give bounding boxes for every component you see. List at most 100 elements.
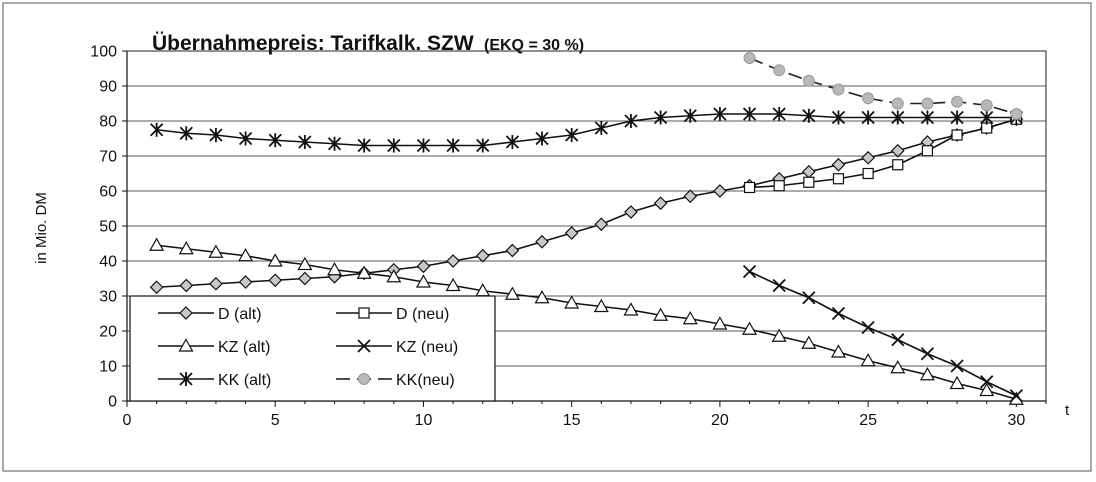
x-tick-label: 30 — [1007, 412, 1025, 429]
data-point — [920, 110, 935, 125]
data-point — [951, 95, 964, 108]
data-point — [861, 150, 875, 165]
data-point — [298, 135, 312, 149]
x-tick-label: 0 — [123, 412, 132, 429]
data-point — [208, 244, 224, 258]
data-point — [268, 133, 282, 148]
x-tick-label: 10 — [415, 412, 433, 429]
data-point — [267, 253, 283, 267]
legend-label: KZ (alt) — [218, 339, 270, 356]
data-point — [802, 74, 815, 87]
data-point — [505, 243, 520, 258]
data-point — [832, 173, 845, 185]
data-point — [624, 205, 638, 219]
y-tick-label: 70 — [99, 149, 117, 166]
data-point — [505, 135, 520, 149]
data-point — [387, 138, 401, 153]
data-point — [238, 248, 254, 262]
y-tick-label: 40 — [99, 254, 117, 271]
data-point — [801, 335, 817, 349]
data-point — [860, 353, 876, 367]
legend-label: KK(neu) — [396, 372, 455, 389]
data-point — [979, 382, 995, 397]
data-point — [683, 108, 697, 123]
data-point — [594, 217, 609, 232]
data-point — [238, 275, 253, 289]
series-3 — [742, 264, 1023, 403]
data-point — [623, 302, 639, 316]
data-point — [535, 234, 549, 249]
data-point — [1010, 108, 1023, 120]
data-point — [357, 138, 371, 153]
data-point — [773, 180, 785, 192]
data-point — [773, 64, 786, 77]
data-point — [771, 328, 787, 342]
data-point — [209, 128, 223, 142]
data-point — [445, 277, 461, 292]
data-point — [653, 307, 669, 321]
y-tick-label: 0 — [108, 394, 117, 411]
legend-label: KK (alt) — [218, 372, 271, 389]
data-point — [356, 265, 372, 279]
chart-title: Übernahmepreis: Tarifkalk. SZW — [152, 32, 474, 55]
data-point — [861, 320, 875, 335]
data-point — [653, 110, 668, 125]
data-point — [980, 375, 994, 389]
x-tick-label: 15 — [563, 412, 581, 429]
data-point — [891, 333, 905, 347]
data-point — [1009, 389, 1023, 403]
data-point — [980, 99, 993, 112]
data-point — [653, 196, 668, 211]
data-point — [386, 269, 402, 283]
data-point — [921, 145, 934, 157]
data-point — [890, 143, 905, 158]
x-tick-label: 20 — [711, 412, 729, 429]
data-point — [831, 306, 846, 321]
data-point — [920, 347, 935, 361]
x-tick-label: 5 — [271, 412, 280, 429]
data-point — [535, 131, 549, 146]
data-point — [742, 107, 757, 121]
data-point — [416, 138, 431, 153]
y-tick-label: 20 — [99, 324, 117, 341]
legend-marker — [357, 339, 371, 353]
data-point — [415, 274, 431, 288]
data-point — [950, 359, 964, 373]
data-point — [831, 157, 846, 172]
y-tick-label: 60 — [99, 184, 117, 201]
y-tick-label: 90 — [99, 79, 117, 96]
series-2 — [149, 237, 1024, 405]
data-point — [803, 176, 815, 188]
data-point — [298, 271, 312, 286]
data-point — [476, 138, 490, 153]
data-point — [742, 321, 758, 335]
data-point — [178, 241, 194, 255]
legend: D (alt) D (neu) KZ (alt) KZ (neu) KK (alt) KK… — [129, 295, 496, 402]
series-line — [749, 270, 1017, 397]
series-line — [156, 113, 1017, 147]
data-point — [564, 295, 580, 309]
data-point — [921, 97, 934, 110]
y-tick-label: 50 — [99, 219, 117, 236]
series-line — [749, 118, 1017, 189]
data-point — [891, 97, 904, 110]
data-point — [624, 114, 638, 128]
legend-marker — [358, 307, 370, 319]
y-tick-label: 10 — [99, 359, 117, 376]
data-point — [446, 138, 460, 153]
data-point — [475, 248, 490, 263]
data-point — [712, 316, 728, 330]
data-point — [682, 311, 698, 325]
data-point — [534, 290, 550, 304]
data-point — [179, 126, 193, 141]
data-point — [179, 278, 194, 293]
data-point — [862, 167, 874, 180]
y-tick-label: 80 — [99, 114, 117, 131]
data-point — [743, 52, 756, 64]
data-point — [772, 107, 786, 121]
data-point — [238, 131, 253, 146]
data-point — [951, 129, 963, 141]
data-point — [892, 159, 904, 171]
y-axis-label: in Mio. DM — [33, 192, 50, 264]
